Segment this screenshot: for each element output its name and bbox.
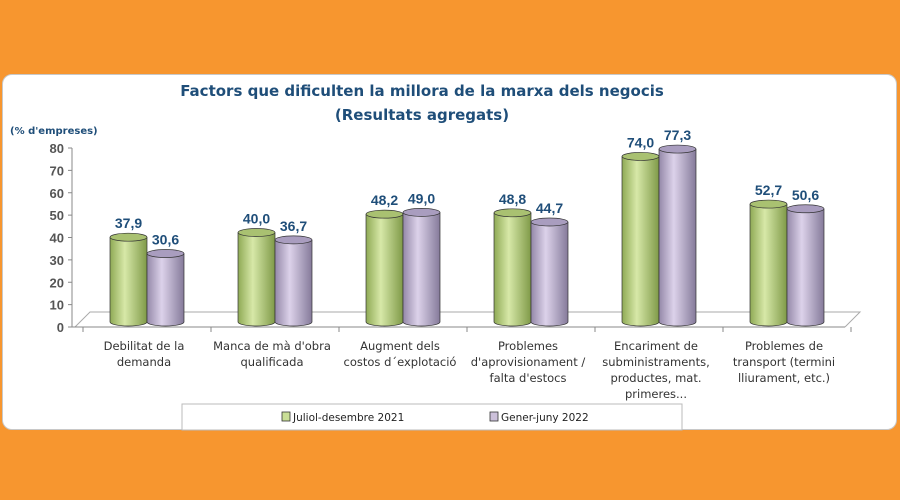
bar-top (274, 235, 313, 245)
y-axis-label: (% d'empreses) (10, 126, 98, 137)
chart-floor (74, 311, 862, 328)
category-label: Problemes (498, 339, 558, 353)
bar-body (274, 239, 313, 327)
bar-top (237, 228, 276, 237)
bar-top (658, 144, 697, 154)
bar-top (365, 209, 404, 219)
bar (749, 199, 788, 327)
legend-label: Juliol-desembre 2021 (292, 412, 404, 424)
legend-swatch (489, 411, 499, 422)
bar (530, 217, 569, 327)
category-label: productes, mat. (610, 371, 701, 385)
category-label: transport (termini (733, 355, 835, 369)
y-tick-label: 80 (50, 141, 64, 156)
bar-top (402, 208, 441, 217)
category-label: lliurament, etc.) (738, 371, 830, 385)
data-label: 37,9 (115, 215, 142, 231)
y-tick-label: 0 (57, 320, 64, 335)
legend-label: Gener-juny 2022 (501, 412, 589, 424)
chart-subtitle: (Resultats agregats) (335, 106, 509, 124)
bar (658, 144, 697, 327)
y-tick-label: 40 (50, 231, 64, 246)
category-label: primeres... (625, 387, 687, 401)
legend (181, 403, 683, 431)
bar-body (493, 212, 532, 327)
data-label: 40,0 (243, 211, 270, 227)
bar (109, 232, 148, 327)
bar (786, 204, 825, 327)
data-label: 49,0 (408, 190, 435, 206)
bar-top (621, 152, 660, 161)
data-label: 44,7 (536, 200, 563, 216)
data-label: 52,7 (755, 182, 782, 198)
category-label: Manca de mà d'obra (213, 339, 331, 353)
bar-body (658, 149, 697, 327)
bar-body (786, 208, 825, 327)
data-label: 48,2 (371, 192, 398, 208)
legend-swatch (281, 411, 291, 422)
category-label: costos d´explotació (344, 355, 457, 369)
bar-top (146, 249, 185, 258)
category-label: d'aprovisionament / (471, 355, 586, 369)
y-tick-label: 50 (50, 208, 64, 223)
data-label: 48,8 (499, 191, 526, 207)
category-label: demanda (117, 355, 171, 369)
category-label: falta d'estocs (490, 371, 567, 385)
bar-body (109, 237, 148, 327)
bar-body (749, 204, 788, 327)
data-label: 77,3 (664, 127, 691, 143)
y-tick-label: 30 (50, 253, 64, 268)
category-label: Problemes de (745, 339, 823, 353)
bar-top (749, 199, 788, 209)
bar-body (621, 156, 660, 327)
bar (146, 249, 185, 327)
chart-title: Factors que dificulten la millora de la … (180, 82, 664, 100)
bar (493, 208, 532, 327)
y-tick-label: 60 (50, 186, 64, 201)
y-tick-label: 70 (50, 163, 64, 178)
bar (621, 152, 660, 327)
y-tick-label: 10 (50, 298, 64, 313)
category-label: Debilitat de la (104, 339, 185, 353)
category-label: Encariment de (614, 339, 698, 353)
bar-body (530, 221, 569, 327)
category-label: subministraments, (602, 355, 709, 369)
bar-body (146, 253, 185, 327)
bar (365, 209, 404, 327)
bar-body (365, 214, 404, 327)
bar-top (493, 208, 532, 218)
bar-body (402, 212, 441, 327)
data-label: 30,6 (152, 232, 179, 248)
category-label: qualificada (241, 355, 304, 369)
bar (274, 235, 313, 327)
bar (402, 208, 441, 327)
category-label: Augment dels (360, 339, 440, 353)
bar-body (237, 232, 276, 327)
bar (237, 228, 276, 327)
y-tick-label: 20 (50, 275, 64, 290)
bar-top (109, 232, 148, 242)
bar-top (786, 204, 825, 214)
data-label: 50,6 (792, 187, 819, 203)
bar-top (530, 217, 569, 227)
data-label: 74,0 (627, 134, 654, 150)
data-label: 36,7 (280, 218, 307, 234)
